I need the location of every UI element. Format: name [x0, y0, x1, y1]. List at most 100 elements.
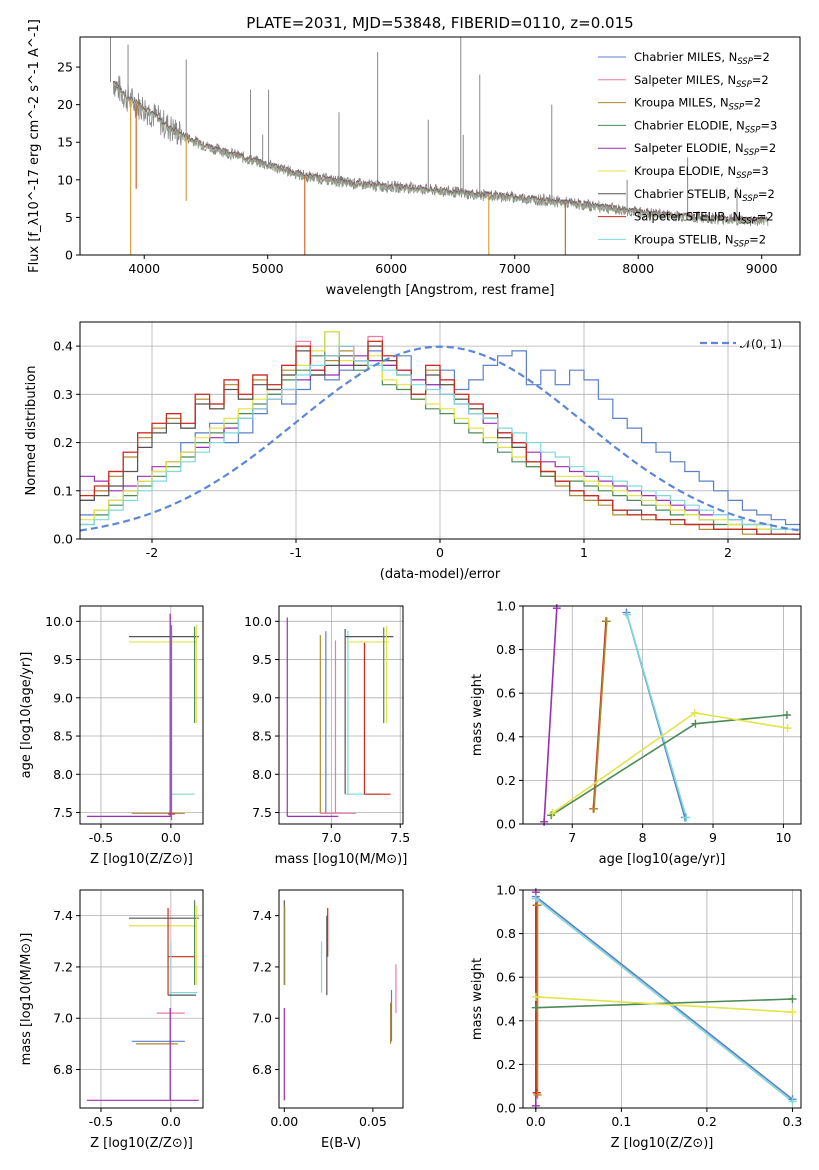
axes-frame	[522, 605, 802, 825]
chart-age-vs-mass: 7.0 7.5 7.5 8.0 8.5 9.0 9.5 10.0 mass [log10(M/M…	[244, 605, 410, 867]
axes-frame	[278, 889, 404, 1109]
plot-area	[86, 613, 199, 821]
x-tick-label: 8000	[622, 261, 654, 276]
chart-weight-vs-Z: 0.0 0.1 0.2 0.3 0.0 0.2 0.4 0.6 0.8 1.0 Z [log10(Z…	[470, 883, 802, 1152]
y-tick-label: 0.8	[496, 926, 516, 941]
y-axis-label: mass weight	[470, 674, 485, 756]
y-tick-label: 0.2	[53, 435, 73, 450]
x-tick-label: 9	[709, 830, 717, 845]
normal-curve	[80, 345, 800, 532]
y-tick-label: 1.0	[496, 883, 516, 898]
axes-frame	[79, 36, 801, 256]
x-tick-label: 0.3	[783, 1114, 803, 1129]
weight-marker	[533, 1090, 542, 1099]
weight-marker	[531, 1003, 540, 1012]
legend-label: Chabrier MILES, NSSP=2	[634, 50, 770, 67]
legend-label: Salpeter STELIB, NSSP=2	[634, 210, 774, 227]
x-tick-label: 7000	[499, 261, 531, 276]
y-tick-label: 0.8	[496, 642, 516, 657]
chart-age-vs-Z: -0.5 0.0 7.5 8.0 8.5 9.0 9.5 10.0 Z [log10(Z/Z⊙)…	[19, 605, 204, 867]
y-tick-label: 9.5	[53, 652, 73, 667]
weight-marker	[533, 901, 542, 910]
legend-label: Kroupa ELODIE, NSSP=3	[634, 164, 769, 181]
x-tick-label: 10	[775, 830, 791, 845]
plot-area	[286, 617, 394, 817]
x-tick-label: 7.0	[321, 830, 341, 845]
x-tick-label: 6000	[375, 261, 407, 276]
model-spectrum	[112, 82, 769, 225]
y-tick-label: 7.2	[252, 959, 272, 974]
x-tick-label: 7.5	[390, 830, 410, 845]
plot-area	[283, 900, 397, 1101]
x-tick-label: 0.2	[697, 1114, 717, 1129]
weight-line	[535, 998, 793, 1009]
x-tick-label: 7	[568, 830, 576, 845]
y-tick-label: 6.8	[53, 1062, 73, 1077]
y-tick-label: 1.0	[496, 599, 516, 614]
x-tick-label: 0.0	[526, 1114, 546, 1129]
chart-spectrum: Chabrier MILES, NSSP=2 Salpeter MILES, NS…	[27, 19, 801, 298]
y-tick-label: 25	[57, 60, 73, 75]
chart-mass-vs-ebv: 0.00 0.05 6.8 7.0 7.2 7.4 E(B-V)	[252, 889, 404, 1151]
x-tick-label: 4000	[128, 261, 160, 276]
x-tick-label: 0.0	[161, 830, 181, 845]
y-tick-label: 15	[57, 135, 73, 150]
y-tick-label: 10.0	[45, 614, 73, 629]
weight-marker	[548, 809, 557, 818]
x-tick-label: -0.5	[89, 1114, 113, 1129]
y-tick-label: 0.4	[496, 729, 516, 744]
y-tick-label: 6.8	[252, 1062, 272, 1077]
legend-label: Kroupa STELIB, NSSP=2	[634, 232, 766, 249]
weight-line	[543, 608, 558, 822]
legend-label: Salpeter ELODIE, NSSP=2	[634, 141, 776, 158]
histogram-series	[80, 340, 800, 535]
y-tick-label: 7.4	[252, 908, 272, 923]
plot-area	[543, 608, 788, 822]
y-tick-label: 8.0	[53, 767, 73, 782]
axes-frame	[522, 889, 802, 1109]
chart-residual-histogram: 𝒩(0, 1) -2 -1 0 1 2 0.0 0.1 0.2 0.3 0.4 (data-model…	[24, 321, 801, 582]
chart-mass-vs-Z: -0.5 0.0 6.8 7.0 7.2 7.4 Z [log10(Z/Z⊙)] mass […	[19, 889, 204, 1151]
legend: 𝒩(0, 1)	[700, 337, 782, 351]
weight-marker	[531, 992, 540, 1001]
weight-marker	[623, 610, 632, 619]
chart-weight-vs-age: 7 8 9 10 0.0 0.2 0.4 0.6 0.8 1.0 age [log10(age/yr…	[470, 599, 802, 867]
y-axis-label: mass weight	[470, 958, 485, 1040]
weight-marker	[788, 1008, 797, 1017]
weight-line	[535, 895, 793, 1100]
x-tick-label: 0.05	[359, 1114, 387, 1129]
weight-line	[626, 614, 688, 818]
y-tick-label: 7.2	[53, 959, 73, 974]
weight-marker	[691, 719, 700, 728]
y-tick-label: 7.0	[53, 1011, 73, 1026]
x-tick-label: -0.5	[89, 830, 113, 845]
plot-area	[80, 331, 800, 535]
axes-frame	[79, 889, 204, 1109]
x-tick-label: 5000	[252, 261, 284, 276]
axes-frame	[79, 605, 204, 825]
weight-marker	[788, 995, 797, 1003]
weight-line	[535, 898, 793, 1103]
weight-marker	[590, 804, 599, 813]
x-tick-label: 8	[639, 830, 647, 845]
x-tick-label: -1	[290, 545, 302, 560]
legend-label: Kroupa MILES, NSSP=2	[634, 96, 761, 113]
y-tick-label: 9.0	[252, 690, 272, 705]
y-tick-label: 0.3	[53, 387, 73, 402]
y-axis-label: Normed distribution	[24, 366, 39, 496]
weight-marker	[783, 724, 792, 733]
y-tick-label: 0.2	[496, 1057, 516, 1072]
y-tick-label: 8.5	[252, 729, 272, 744]
y-tick-label: 0.0	[496, 1101, 516, 1116]
plot-area	[535, 892, 793, 1106]
weight-marker	[782, 711, 791, 719]
y-axis-label: mass [log10(M/M⊙)]	[19, 933, 34, 1066]
y-tick-label: 20	[57, 97, 73, 112]
weight-marker	[531, 894, 540, 903]
legend-label: Salpeter MILES, NSSP=2	[634, 73, 769, 90]
x-tick-label: 9000	[746, 261, 778, 276]
legend-label: Chabrier ELODIE, NSSP=3	[634, 118, 777, 135]
weight-marker	[788, 1097, 797, 1106]
axes-frame	[278, 605, 404, 825]
